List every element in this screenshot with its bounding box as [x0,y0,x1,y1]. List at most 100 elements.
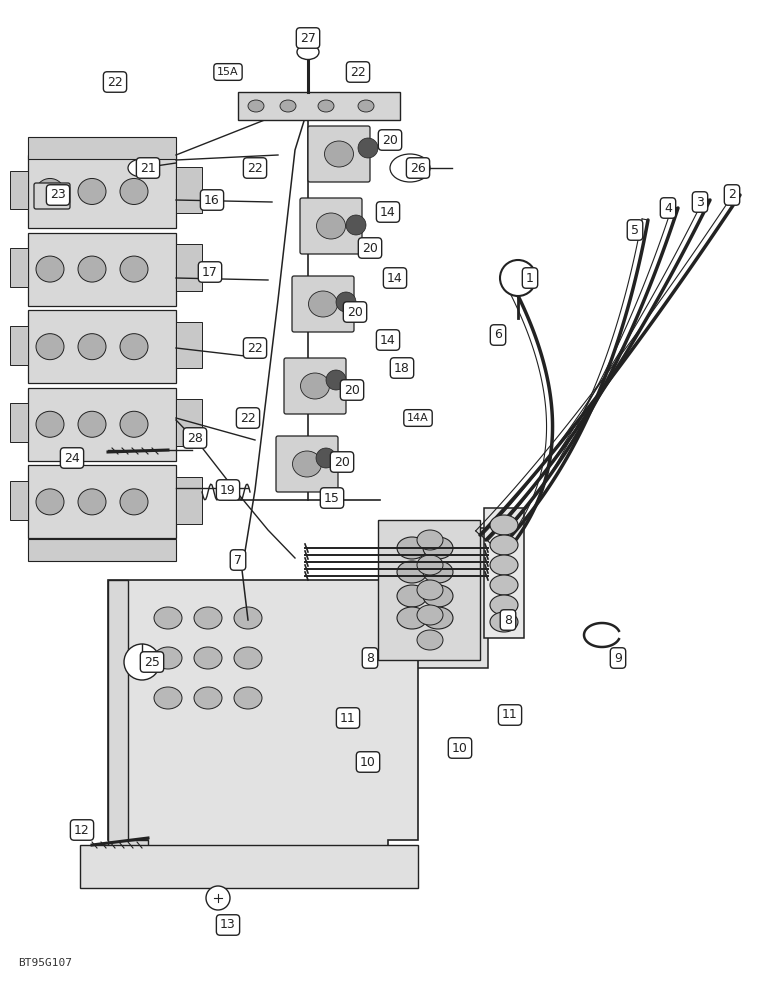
Text: 13: 13 [220,918,236,932]
Circle shape [358,138,378,158]
Ellipse shape [194,687,222,709]
Text: 18: 18 [394,361,410,374]
Ellipse shape [36,489,64,515]
Bar [28,137,176,159]
Ellipse shape [490,515,518,535]
Text: 15: 15 [324,491,340,504]
Circle shape [346,215,366,235]
Ellipse shape [324,141,354,167]
Text: 25: 25 [144,656,160,668]
Ellipse shape [120,178,148,204]
Ellipse shape [194,607,222,629]
Text: 5: 5 [631,224,639,236]
Ellipse shape [78,256,106,282]
Bar [238,92,400,120]
Text: 22: 22 [247,342,263,355]
Text: 22: 22 [107,76,123,89]
Ellipse shape [280,100,296,112]
FancyBboxPatch shape [34,183,70,209]
Text: 23: 23 [50,188,66,202]
Ellipse shape [154,607,182,629]
Text: 20: 20 [347,306,363,318]
Text: 22: 22 [240,412,256,424]
Ellipse shape [120,256,148,282]
Ellipse shape [297,44,319,60]
Polygon shape [378,520,480,660]
Text: 20: 20 [334,456,350,468]
Polygon shape [108,580,148,880]
Text: 26: 26 [410,161,426,174]
Text: 4: 4 [664,202,672,215]
Text: 14: 14 [387,271,403,284]
Text: 11: 11 [340,712,356,724]
Ellipse shape [397,607,427,629]
Ellipse shape [194,647,222,669]
Ellipse shape [36,411,64,437]
Circle shape [326,370,346,390]
Text: 22: 22 [247,161,263,174]
Text: 6: 6 [494,328,502,342]
Text: 1: 1 [526,271,534,284]
Bar [10,403,28,442]
Bar [28,388,176,461]
Ellipse shape [490,535,518,555]
Ellipse shape [397,537,427,559]
Text: 20: 20 [344,383,360,396]
Bar [28,539,176,561]
Ellipse shape [36,334,64,360]
FancyBboxPatch shape [276,436,338,492]
Ellipse shape [423,561,453,583]
Bar [10,171,28,209]
Ellipse shape [154,647,182,669]
Text: 8: 8 [366,652,374,664]
Bar [176,399,202,446]
Ellipse shape [417,555,443,575]
Ellipse shape [120,411,148,437]
FancyBboxPatch shape [284,358,346,414]
Ellipse shape [248,100,264,112]
Ellipse shape [417,530,443,550]
Text: 14: 14 [380,206,396,219]
Bar [28,310,176,383]
Ellipse shape [417,605,443,625]
Text: 8: 8 [504,613,512,626]
Ellipse shape [78,178,106,204]
Text: 14: 14 [380,334,396,347]
Ellipse shape [120,489,148,515]
Text: 17: 17 [202,265,218,278]
FancyBboxPatch shape [308,126,370,182]
Bar [176,322,202,368]
Text: 24: 24 [64,452,80,464]
Bar [10,481,28,520]
Text: 7: 7 [234,554,242,566]
Ellipse shape [423,537,453,559]
Ellipse shape [234,607,262,629]
Ellipse shape [78,411,106,437]
Ellipse shape [397,561,427,583]
Circle shape [124,644,160,680]
Text: 21: 21 [141,161,156,174]
Text: 3: 3 [696,196,704,209]
Ellipse shape [490,555,518,575]
Text: 20: 20 [382,133,398,146]
Bar [28,155,176,228]
Ellipse shape [234,687,262,709]
Bar [176,244,202,291]
Bar [380,528,488,668]
Text: 9: 9 [614,652,622,664]
Bar [484,508,524,638]
Circle shape [500,260,536,296]
Text: 2: 2 [728,188,736,202]
Text: 19: 19 [220,484,236,496]
Ellipse shape [318,100,334,112]
Ellipse shape [234,647,262,669]
Polygon shape [80,845,418,888]
Ellipse shape [417,580,443,600]
Bar [10,326,28,365]
Text: 22: 22 [350,66,366,79]
Text: 10: 10 [360,756,376,768]
Bar [176,477,202,524]
Text: 27: 27 [300,31,316,44]
Bar [10,248,28,287]
Text: 20: 20 [362,241,378,254]
